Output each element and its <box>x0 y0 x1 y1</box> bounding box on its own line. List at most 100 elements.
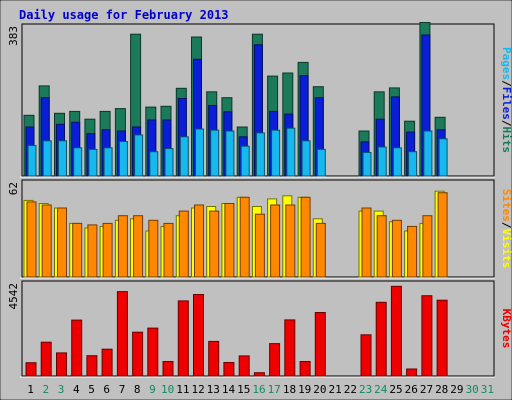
y-max-label: 62 <box>7 182 20 195</box>
bar-kbytes-day-8: KBytes 8: 2140 <box>132 331 144 377</box>
x-tick-day-25: 25 <box>389 383 402 396</box>
bar-sites-day-23: Sites 23: 45 <box>361 207 372 278</box>
bar-kbytes-day-2: KBytes 2: 1650 <box>40 341 52 377</box>
legend: Pages/Files/Hits <box>500 47 512 153</box>
bar-pages-day-13: Pages 13: 117 <box>210 129 220 177</box>
x-tick-day-3: 3 <box>58 383 65 396</box>
x-tick-day-5: 5 <box>88 383 95 396</box>
series-pages: Pages 1: 78 Pages 2: 90 Pages 3: 90 Pages 4… <box>27 127 448 177</box>
legend-pages: Pages <box>500 47 512 80</box>
bar-kbytes-day-5: KBytes 5: 990 <box>86 355 98 377</box>
x-tick-day-28: 28 <box>435 383 448 396</box>
x-tick-day-16: 16 <box>252 383 265 396</box>
chart-title: Daily usage for February 2013 <box>19 8 229 22</box>
x-tick-day-31: 31 <box>481 383 494 396</box>
bar-sites-day-11: Sites 11: 43 <box>178 210 189 278</box>
bar-kbytes-day-6: KBytes 6: 1310 <box>101 348 113 377</box>
bar-sites-day-20: Sites 20: 35 <box>315 222 326 278</box>
x-tick-day-24: 24 <box>374 383 388 396</box>
bar-sites-day-14: Sites 14: 48 <box>224 203 235 278</box>
x-tick-day-17: 17 <box>268 383 281 396</box>
bar-pages-day-18: Pages 18: 122 <box>286 127 296 177</box>
legend-separator: / <box>500 80 512 87</box>
series-sites: Sites 1: 49 Sites 2: 47 Sites 3: 45 Sites 4… <box>26 192 448 278</box>
bar-sites-day-26: Sites 26: 33 <box>407 225 418 278</box>
bar-sites-day-19: Sites 19: 52 <box>300 196 311 278</box>
legend-kbytes: KBytes <box>500 309 512 349</box>
x-tick-day-12: 12 <box>191 383 204 396</box>
bar-kbytes-day-1: KBytes 1: 650 <box>25 362 37 377</box>
chart-panels: Hits 1: 155Hits 2: 230Hits 3: 160Hits 4:… <box>7 22 512 378</box>
legend-sites: Sites <box>500 189 512 222</box>
bar-sites-day-16: Sites 16: 41 <box>254 213 265 278</box>
bar-kbytes-day-16: KBytes 16: 160 <box>253 372 265 377</box>
bar-pages-day-12: Pages 12: 120 <box>195 128 204 177</box>
bar-sites-day-7: Sites 7: 40 <box>117 215 128 278</box>
x-tick-day-19: 19 <box>298 383 311 396</box>
bar-pages-day-26: Pages 26: 62 <box>408 151 418 177</box>
bar-kbytes-day-20: KBytes 20: 3100 <box>314 312 326 377</box>
bar-pages-day-24: Pages 24: 74 <box>377 146 387 177</box>
bar-pages-day-14: Pages 14: 115 <box>225 130 235 177</box>
bar-sites-day-8: Sites 8: 40 <box>133 215 144 278</box>
bar-pages-day-15: Pages 15: 76 <box>240 145 250 177</box>
x-axis: 1 2 3 4 5 6 7 8 9 10 11 12 13 14 15 16 17 18 19 20 21 22 23 24 2… <box>27 383 494 396</box>
bar-kbytes-day-14: KBytes 14: 660 <box>223 362 235 377</box>
bar-pages-day-19: Pages 19: 90 <box>301 140 311 177</box>
bar-pages-day-23: Pages 23: 60 <box>362 152 372 177</box>
bar-pages-day-10: Pages 10: 70 <box>164 148 174 177</box>
panel-2: Visits 1: 50Visits 2: 48Visits 3: 45Visi… <box>7 179 512 279</box>
panel-1: Hits 1: 155Hits 2: 230Hits 3: 160Hits 4:… <box>7 22 512 178</box>
bar-pages-day-28: Pages 28: 95 <box>438 138 448 177</box>
bar-pages-day-3: Pages 3: 90 <box>58 140 67 177</box>
bar-kbytes-day-4: KBytes 4: 2730 <box>71 319 83 377</box>
bar-kbytes-day-11: KBytes 11: 3670 <box>177 300 189 377</box>
x-tick-day-9: 9 <box>149 383 156 396</box>
panel-3: KBytes 1: 650KBytes 2: 1650 KBytes 3: 113… <box>7 280 512 378</box>
bar-pages-day-9: Pages 9: 62 <box>149 151 159 177</box>
x-tick-day-15: 15 <box>237 383 250 396</box>
bar-pages-day-17: Pages 17: 117 <box>271 129 281 177</box>
y-max-label: 383 <box>7 26 20 46</box>
bar-sites-day-2: Sites 2: 47 <box>41 204 52 278</box>
x-tick-day-23: 23 <box>359 383 372 396</box>
legend-files: Files <box>500 87 512 120</box>
bar-sites-day-24: Sites 24: 40 <box>376 215 387 278</box>
bar-sites-day-9: Sites 9: 37 <box>148 219 159 278</box>
x-tick-day-14: 14 <box>222 383 236 396</box>
bar-sites-day-25: Sites 25: 37 <box>391 219 402 278</box>
bar-sites-day-6: Sites 6: 35 <box>102 222 113 278</box>
legend-hits: Hits <box>500 127 512 154</box>
bar-pages-day-6: Pages 6: 72 <box>103 147 113 177</box>
bar-pages-day-25: Pages 25: 72 <box>392 147 402 177</box>
x-tick-day-22: 22 <box>344 383 357 396</box>
bar-sites-day-17: Sites 17: 47 <box>270 204 281 278</box>
bar-sites-day-10: Sites 10: 35 <box>163 222 174 278</box>
x-tick-day-1: 1 <box>27 383 34 396</box>
bar-kbytes-day-26: KBytes 26: 340 <box>406 368 418 377</box>
bar-kbytes-day-25: KBytes 25: 4380 <box>390 285 402 377</box>
bar-kbytes-day-9: KBytes 9: 2340 <box>147 327 159 377</box>
bar-sites-day-5: Sites 5: 34 <box>87 224 98 278</box>
x-tick-day-10: 10 <box>161 383 174 396</box>
legend-visits: Visits <box>500 229 512 269</box>
bar-kbytes-day-23: KBytes 23: 2010 <box>360 334 372 377</box>
bar-sites-day-12: Sites 12: 47 <box>194 204 204 278</box>
bar-pages-day-5: Pages 5: 68 <box>88 148 98 177</box>
bar-kbytes-day-19: KBytes 19: 710 <box>299 361 311 377</box>
bar-kbytes-day-17: KBytes 17: 1580 <box>269 343 281 377</box>
legend: KBytes <box>500 309 512 349</box>
x-tick-day-26: 26 <box>405 383 418 396</box>
bar-kbytes-day-7: KBytes 7: 4120 <box>116 291 128 377</box>
bar-kbytes-day-24: KBytes 24: 3600 <box>375 301 387 377</box>
bar-sites-day-13: Sites 13: 43 <box>209 210 220 278</box>
x-tick-day-2: 2 <box>42 383 49 396</box>
bar-kbytes-day-13: KBytes 13: 1690 <box>208 340 220 377</box>
bar-pages-day-4: Pages 4: 72 <box>73 147 83 177</box>
series-kbytes: KBytes 1: 650KBytes 2: 1650 KBytes 3: 113… <box>25 285 448 377</box>
x-tick-day-20: 20 <box>313 383 326 396</box>
bar-pages-day-8: Pages 8: 105 <box>134 134 144 177</box>
bar-kbytes-day-12: KBytes 12: 3980 <box>193 294 204 377</box>
x-tick-day-21: 21 <box>328 383 341 396</box>
